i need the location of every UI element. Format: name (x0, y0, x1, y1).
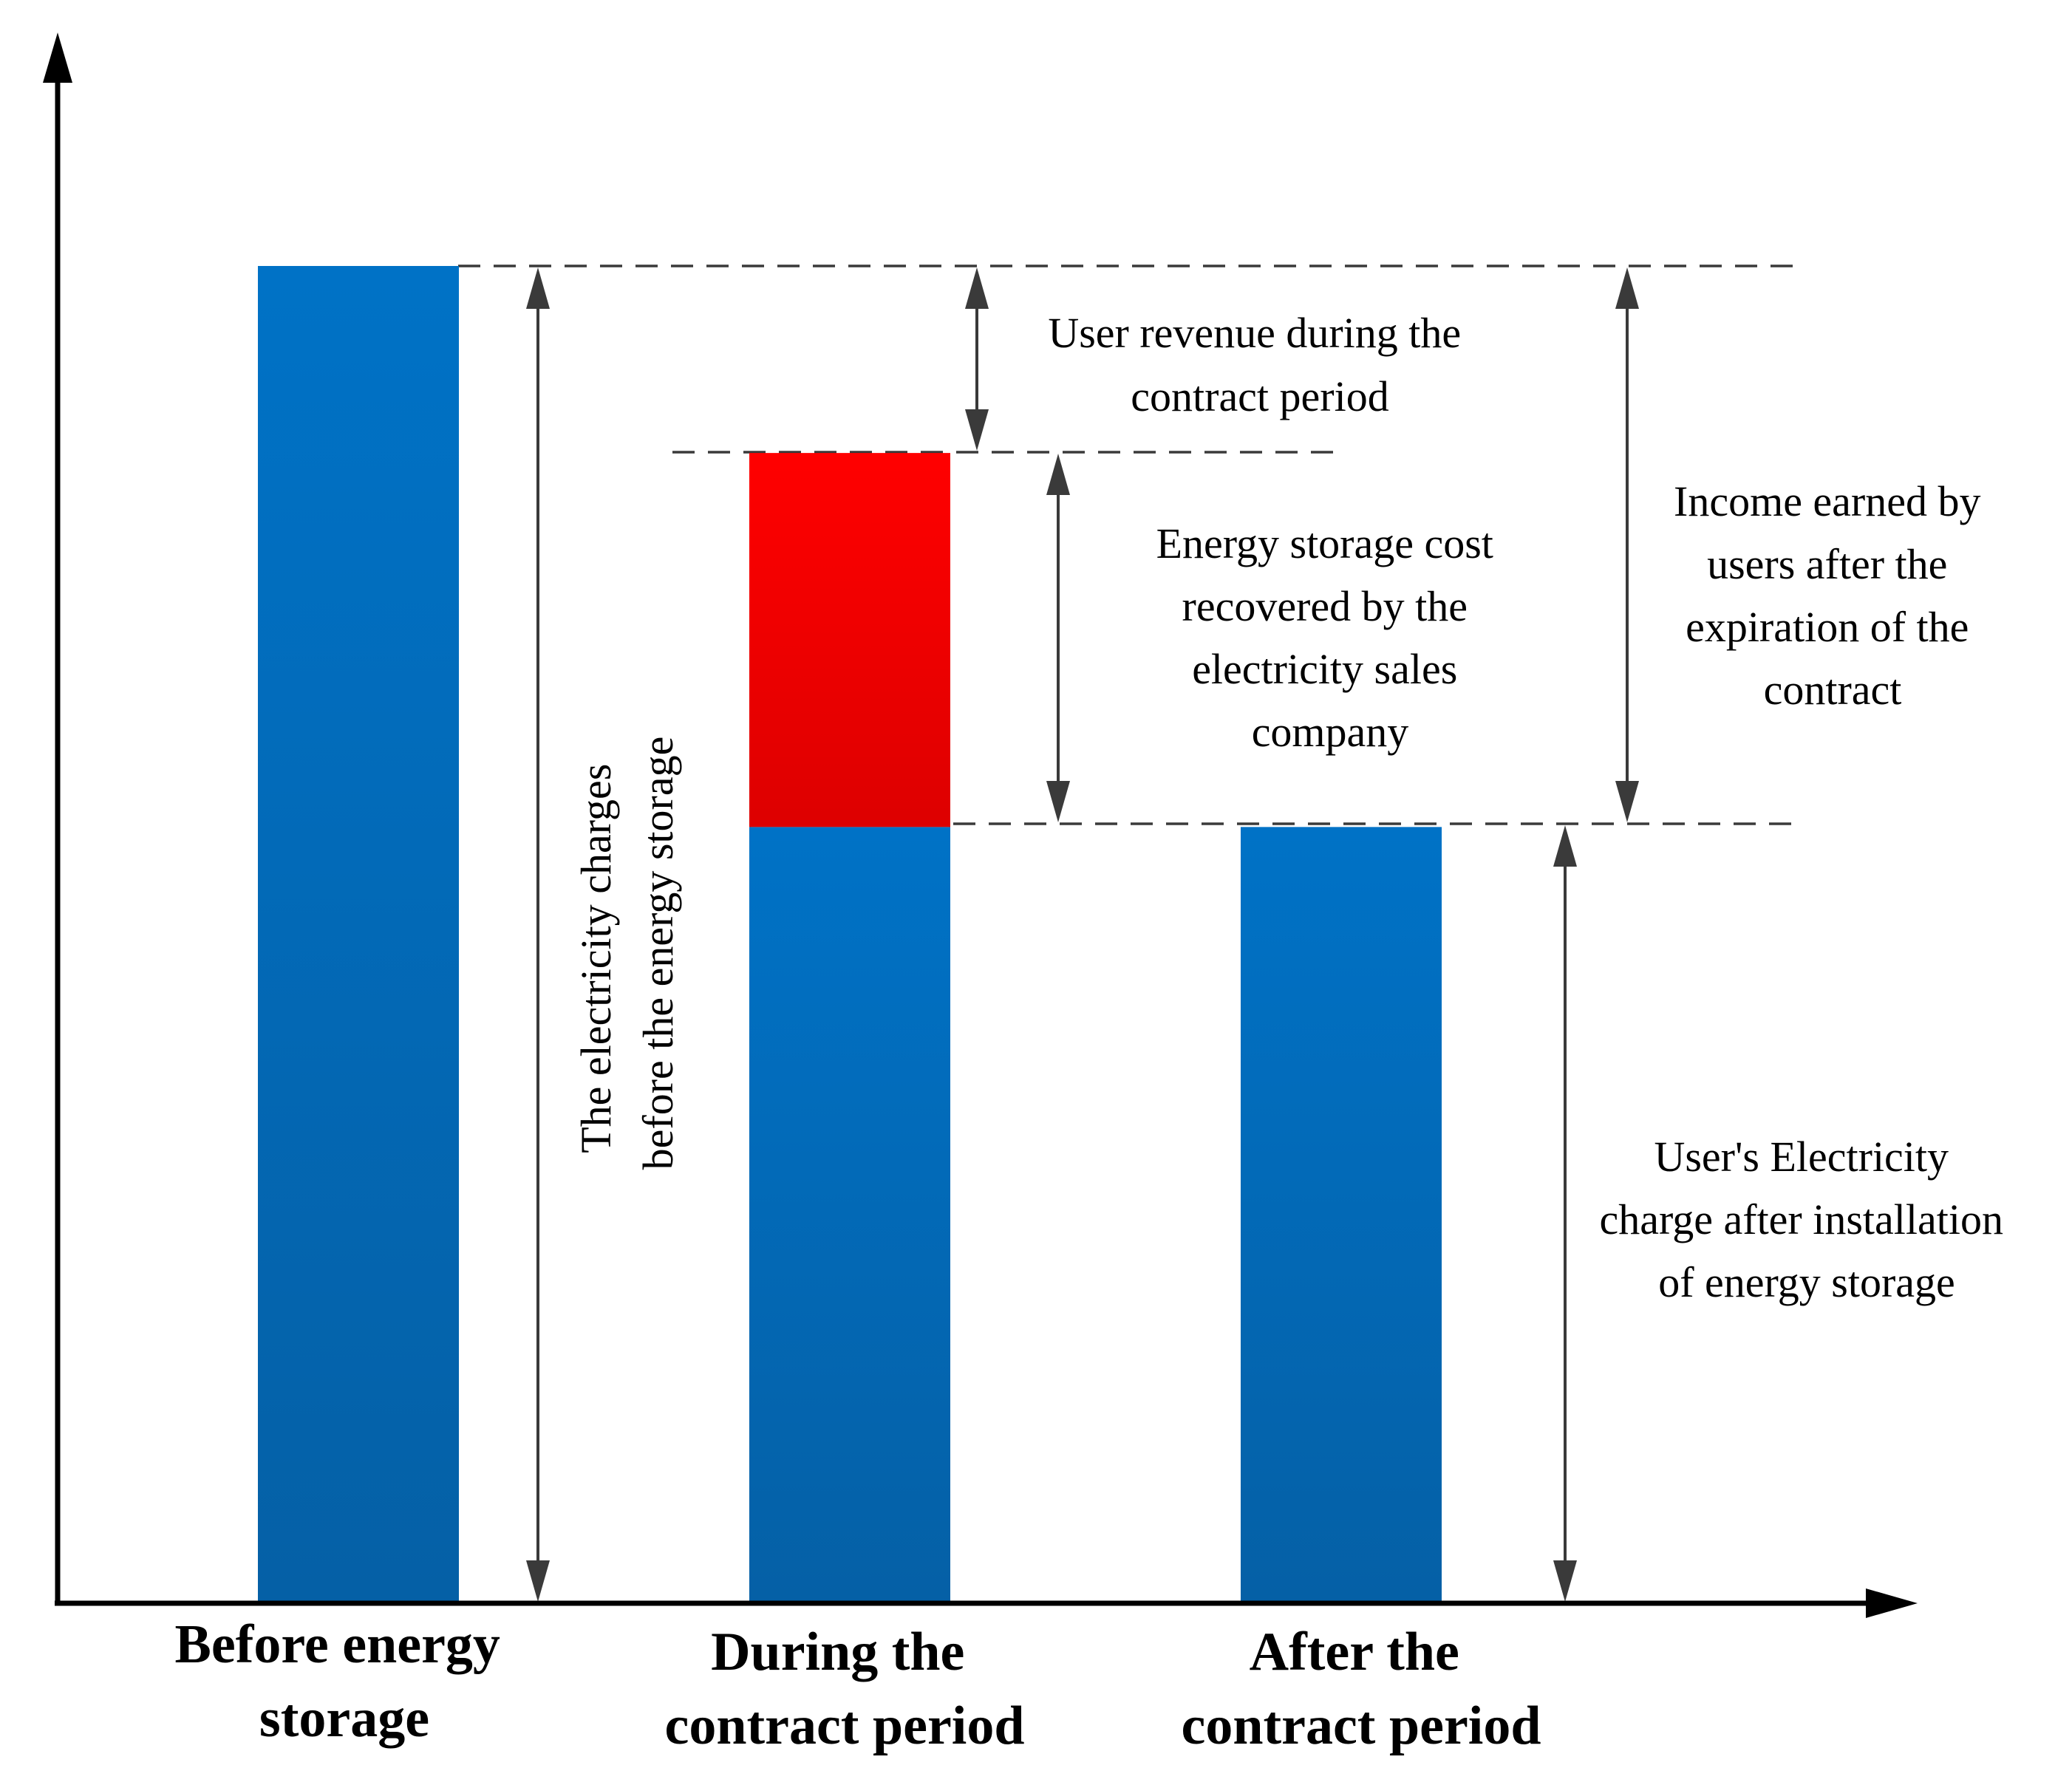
label-line: before the energy storage (634, 737, 682, 1170)
label-line: users after the (1707, 540, 1947, 588)
bar-electricity-charge-2 (749, 827, 950, 1602)
arrowhead-up (1553, 825, 1577, 867)
label-line: electricity sales (1192, 645, 1457, 693)
label-line: company (1252, 708, 1409, 756)
label-user-revenue: User revenue during the contract period (1048, 309, 1471, 420)
label-line: contract (1764, 666, 1902, 714)
category-line: During the (711, 1622, 964, 1682)
label-line: contract period (1131, 372, 1388, 420)
arrowhead-down (1615, 781, 1639, 822)
label-income-after: Income earned by users after the expirat… (1674, 477, 1991, 714)
guide-lines (458, 264, 1803, 825)
dim-arrow-user-revenue (965, 267, 989, 451)
category-line: storage (259, 1688, 429, 1749)
x-axis-arrow-icon (1866, 1588, 1918, 1618)
label-line: recovered by the (1182, 582, 1468, 630)
bar-storage-cost-2 (749, 453, 950, 827)
dimension-arrows (526, 267, 1639, 1602)
label-line: charge after installation (1600, 1195, 2003, 1243)
category-line: contract period (664, 1696, 1024, 1756)
annotation-labels: The electricity charges before the energ… (572, 309, 2014, 1306)
bar-electricity-charge-1 (258, 266, 459, 1602)
arrowhead-up (1615, 267, 1639, 309)
y-axis-arrow-icon (43, 33, 72, 83)
category-line: Before energy (175, 1614, 500, 1675)
label-line: Income earned by (1674, 477, 1980, 525)
category-line: After the (1250, 1622, 1459, 1682)
label-before-charges: The electricity charges before the energ… (572, 737, 682, 1170)
arrowhead-down (1553, 1560, 1577, 1602)
category-label-before: Before energy storage (175, 1614, 514, 1749)
dim-arrow-income-after (1615, 267, 1639, 822)
arrowhead-down (1046, 781, 1070, 822)
dim-arrow-charge-after (1553, 825, 1577, 1602)
label-storage-cost: Energy storage cost recovered by the ele… (1156, 519, 1504, 756)
label-line: User revenue during the (1048, 309, 1461, 357)
bars (258, 266, 1442, 1602)
axes (43, 33, 1918, 1618)
dim-arrow-storage-cost (1046, 454, 1070, 822)
arrowhead-up (965, 267, 989, 309)
arrowhead-down (526, 1560, 550, 1602)
category-label-during: During the contract period (664, 1622, 1024, 1756)
bar-electricity-charge-3 (1241, 827, 1442, 1602)
label-charge-after: User's Electricity charge after installa… (1600, 1133, 2014, 1306)
label-line: expiration of the (1686, 603, 1969, 651)
label-line: The electricity charges (572, 764, 620, 1153)
label-line: User's Electricity (1654, 1133, 1949, 1181)
category-label-after: After the contract period (1181, 1622, 1541, 1756)
arrowhead-down (965, 409, 989, 451)
arrowhead-up (1046, 454, 1070, 495)
category-labels: Before energy storage During the contrac… (175, 1614, 1541, 1756)
category-line: contract period (1181, 1696, 1541, 1756)
label-line: Energy storage cost (1156, 519, 1493, 567)
label-line: of energy storage (1658, 1258, 1955, 1306)
dim-arrow-before-charges (526, 267, 550, 1602)
arrowhead-up (526, 267, 550, 309)
